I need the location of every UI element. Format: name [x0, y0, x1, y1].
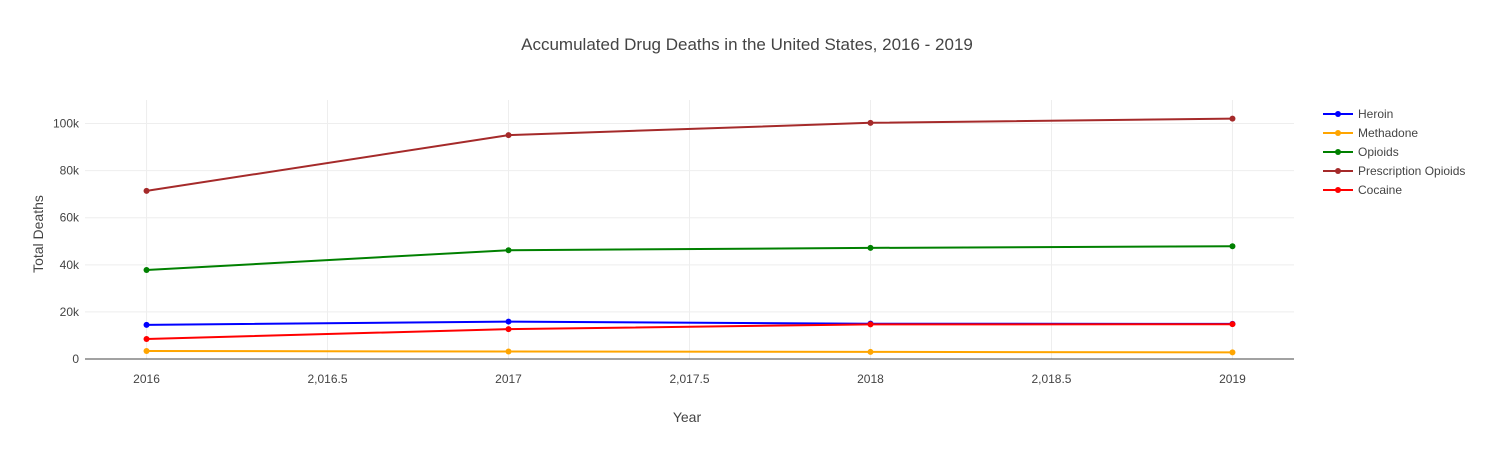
- x-tick-label: 2016: [133, 372, 160, 386]
- data-point-cocaine[interactable]: [143, 335, 150, 342]
- series-line-cocaine: [146, 323, 1233, 340]
- data-point-methadone[interactable]: [867, 348, 874, 355]
- series-group: [143, 115, 1236, 356]
- series-line-prescription-opioids: [146, 117, 1233, 192]
- y-axis-title: Total Deaths: [30, 195, 46, 273]
- legend-label: Cocaine: [1358, 183, 1402, 197]
- legend[interactable]: Heroin Methadone Opioids Prescription Opioi…: [1323, 107, 1465, 197]
- legend-item-opioids[interactable]: Opioids: [1323, 145, 1399, 159]
- legend-marker: [1335, 149, 1341, 155]
- legend-item-heroin[interactable]: Heroin: [1323, 107, 1393, 121]
- legend-marker: [1335, 187, 1341, 193]
- legend-label: Methadone: [1358, 126, 1418, 140]
- grid-lines: [85, 100, 1294, 359]
- y-tick-label: 0: [72, 352, 79, 366]
- series-methadone: [143, 347, 1236, 356]
- y-tick-label: 80k: [60, 164, 80, 178]
- x-axis-title: Year: [673, 409, 702, 425]
- x-tick-label: 2,016.5: [308, 372, 348, 386]
- data-point-opioids[interactable]: [505, 247, 512, 254]
- series-line-opioids: [146, 245, 1233, 271]
- y-tick-label: 60k: [60, 211, 80, 225]
- data-point-opioids[interactable]: [1229, 243, 1236, 250]
- data-point-prescription-opioids[interactable]: [143, 187, 150, 194]
- y-tick-label: 100k: [53, 117, 80, 131]
- legend-label: Prescription Opioids: [1358, 164, 1465, 178]
- legend-item-cocaine[interactable]: Cocaine: [1323, 183, 1402, 197]
- legend-marker: [1335, 130, 1341, 136]
- data-point-cocaine[interactable]: [505, 326, 512, 333]
- legend-item-methadone[interactable]: Methadone: [1323, 126, 1418, 140]
- x-tick-label: 2018: [857, 372, 884, 386]
- legend-label: Heroin: [1358, 107, 1393, 121]
- data-point-methadone[interactable]: [505, 348, 512, 355]
- data-point-methadone[interactable]: [143, 347, 150, 354]
- y-tick-label: 40k: [60, 258, 80, 272]
- data-point-heroin[interactable]: [143, 321, 150, 328]
- series-cocaine: [143, 321, 1236, 342]
- x-axis-ticks: 2016 2,016.5 2017 2,017.5 2018 2,018.5 2019: [133, 372, 1246, 386]
- legend-marker: [1335, 168, 1341, 174]
- data-point-methadone[interactable]: [1229, 349, 1236, 356]
- data-point-prescription-opioids[interactable]: [505, 132, 512, 139]
- data-point-heroin[interactable]: [505, 318, 512, 325]
- y-axis-ticks: 0 20k 40k 60k 80k 100k: [53, 117, 80, 366]
- x-tick-label: 2,018.5: [1031, 372, 1071, 386]
- x-tick-label: 2017: [495, 372, 522, 386]
- legend-item-prescription-opioids[interactable]: Prescription Opioids: [1323, 164, 1465, 178]
- legend-label: Opioids: [1358, 145, 1399, 159]
- legend-marker: [1335, 111, 1341, 117]
- series-opioids: [143, 243, 1236, 273]
- data-point-prescription-opioids[interactable]: [1229, 115, 1236, 122]
- chart-title: Accumulated Drug Deaths in the United St…: [521, 35, 973, 54]
- data-point-prescription-opioids[interactable]: [867, 119, 874, 126]
- y-tick-label: 20k: [60, 305, 80, 319]
- data-point-cocaine[interactable]: [1229, 321, 1236, 328]
- x-tick-label: 2019: [1219, 372, 1246, 386]
- data-point-opioids[interactable]: [143, 266, 150, 273]
- x-tick-label: 2,017.5: [669, 372, 709, 386]
- series-prescription-opioids: [143, 115, 1236, 194]
- data-point-opioids[interactable]: [867, 244, 874, 251]
- series-line-methadone: [146, 350, 1233, 354]
- data-point-cocaine[interactable]: [867, 321, 874, 328]
